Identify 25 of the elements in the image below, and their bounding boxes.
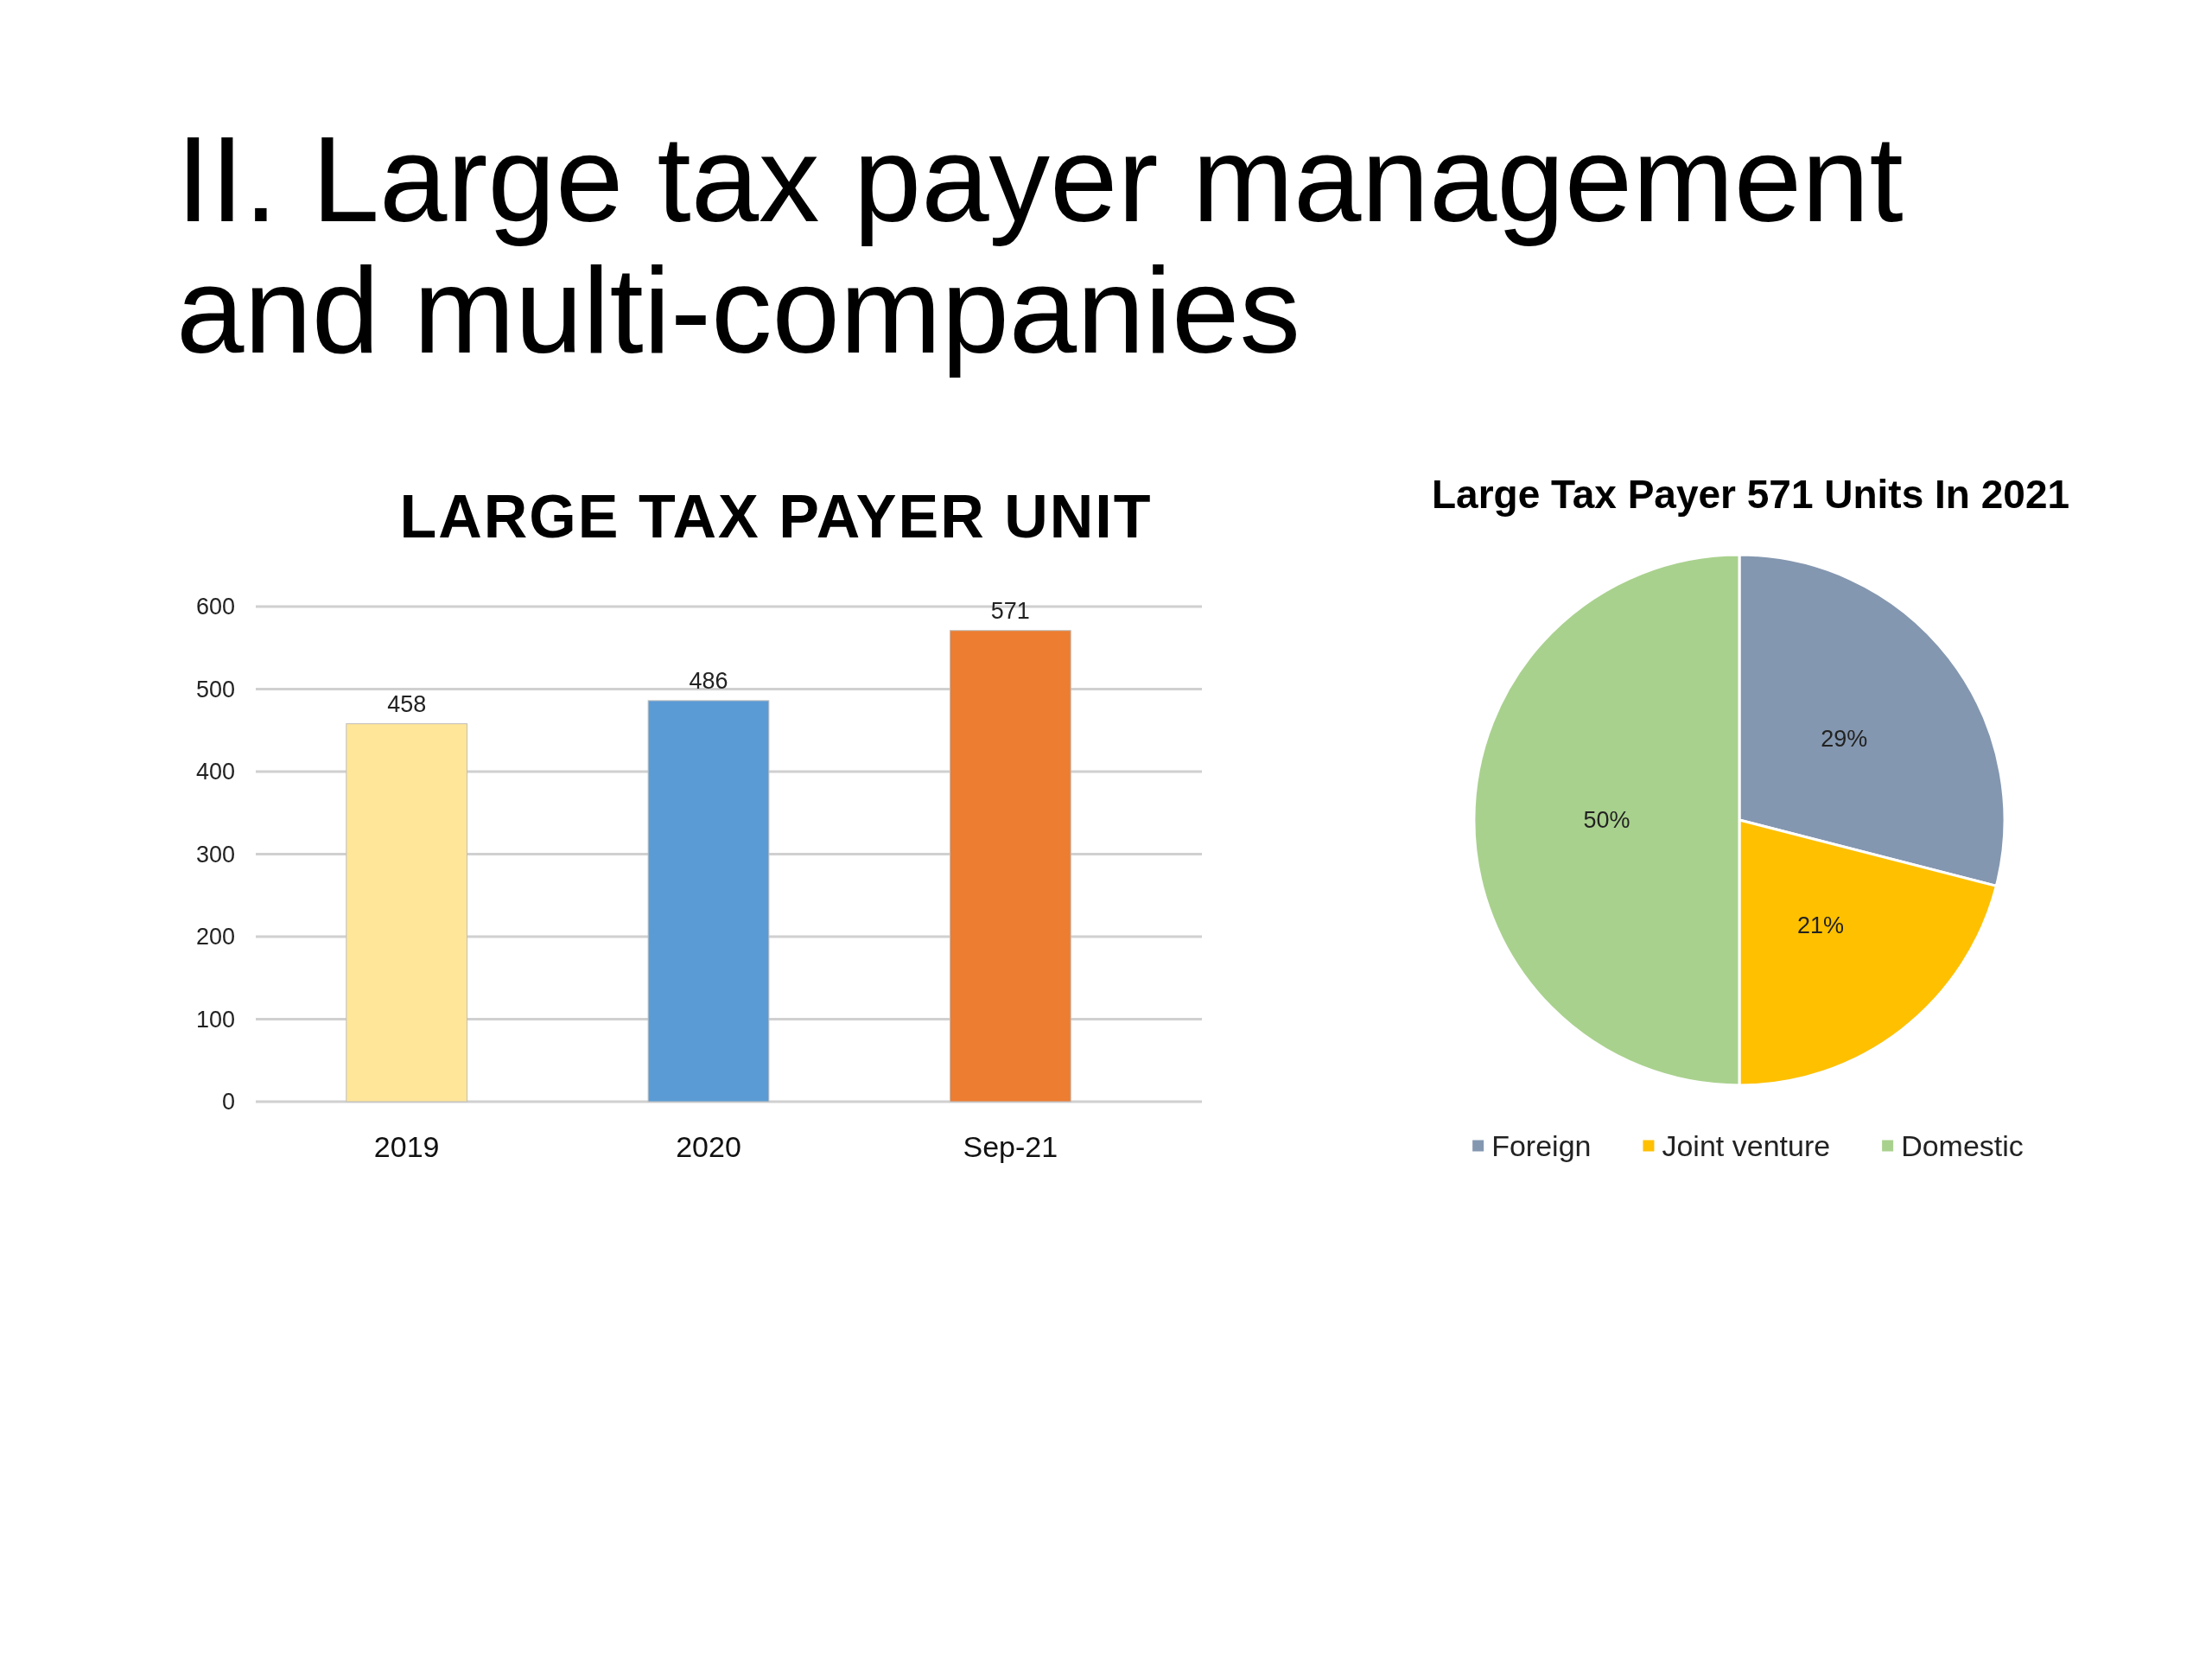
y-tick-label: 400	[195, 759, 235, 785]
data-label: 571	[990, 597, 1030, 624]
y-tick-label: 500	[195, 676, 235, 702]
bar	[949, 630, 1071, 1103]
legend-label: Joint venture	[1662, 1128, 1831, 1162]
y-tick-label: 600	[195, 594, 235, 620]
bar	[647, 700, 770, 1103]
text: II. Large tax payer management and multi-companies	[176, 111, 1904, 378]
legend-label: Foreign	[1491, 1128, 1592, 1162]
legend-label: Domestic	[1901, 1128, 2024, 1162]
y-tick-label: 100	[195, 1006, 235, 1033]
x-tick-label: 2020	[676, 1130, 741, 1163]
y-tick-label: 0	[221, 1089, 235, 1116]
data-label: 458	[387, 690, 427, 717]
chart-title: Large Tax Payer 571 Units In 2021	[1431, 472, 2070, 517]
x-tick-label: 2019	[373, 1130, 440, 1163]
x-tick-label: Sep-21	[963, 1130, 1058, 1163]
data-label: 486	[689, 667, 728, 694]
data-label: 50%	[1583, 807, 1630, 834]
chart-title: LARGE TAX PAYER UNIT	[399, 483, 1153, 550]
y-tick-label: 200	[195, 924, 235, 950]
y-tick-label: 300	[195, 841, 235, 868]
bar	[346, 723, 468, 1103]
data-label: 29%	[1821, 726, 1868, 753]
data-label: 21%	[1797, 912, 1845, 938]
